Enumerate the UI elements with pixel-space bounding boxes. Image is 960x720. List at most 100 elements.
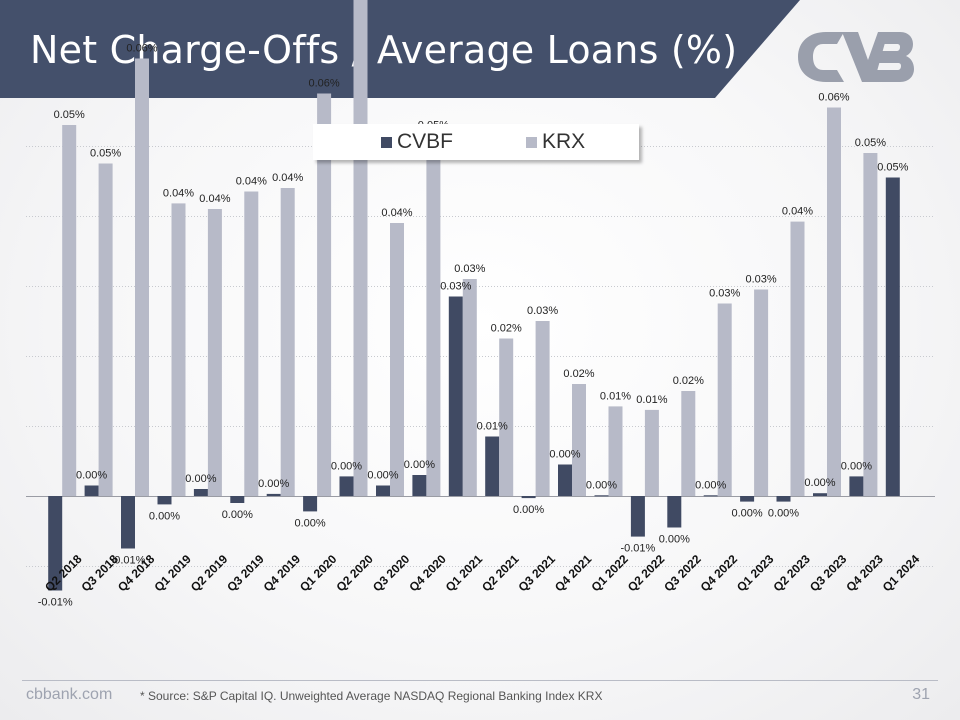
data-label-cvbf-q2-2018: -0.01% xyxy=(38,597,73,609)
x-tick-label-q1-2023: Q1 2023 xyxy=(734,552,777,595)
bar-cvbf-q1-2024 xyxy=(885,177,900,496)
x-tick-label-q1-2024: Q1 2024 xyxy=(880,552,923,595)
bar-cvbf-q3-2018 xyxy=(84,485,99,496)
x-tick-label-q1-2020: Q1 2020 xyxy=(297,552,340,595)
bar-cvbf-q4-2021 xyxy=(558,464,572,496)
bar-krx-q1-2020 xyxy=(317,93,332,496)
bar-cvbf-q1-2020 xyxy=(303,496,318,512)
data-label-krx-q1-2023: 0.03% xyxy=(745,274,776,286)
bar-cvbf-q4-2018 xyxy=(121,496,135,549)
bar-cvbf-q4-2022 xyxy=(703,495,718,497)
bar-cvbf-q3-2021 xyxy=(521,496,536,499)
x-tick-label-q3-2021: Q3 2021 xyxy=(516,552,559,595)
data-label-krx-q1-2022: 0.01% xyxy=(600,390,631,402)
data-label-cvbf-q3-2018: 0.00% xyxy=(76,470,107,482)
bar-cvbf-q1-2021 xyxy=(448,296,463,496)
data-label-cvbf-q4-2020: 0.00% xyxy=(404,459,435,471)
data-label-cvbf-q4-2022: 0.00% xyxy=(695,479,726,491)
x-tick-label-q3-2020: Q3 2020 xyxy=(370,552,413,595)
data-label-cvbf-q4-2019: 0.00% xyxy=(258,478,289,490)
page-number: 31 xyxy=(912,686,930,703)
bar-krx-q4-2019 xyxy=(280,188,295,496)
data-label-krx-q3-2022: 0.02% xyxy=(673,375,704,387)
bar-krx-q2-2022 xyxy=(644,409,659,496)
data-label-krx-q3-2021: 0.03% xyxy=(527,305,558,317)
bar-cvbf-q2-2018 xyxy=(48,496,63,591)
x-tick-label-q4-2021: Q4 2021 xyxy=(552,552,595,595)
data-label-cvbf-q3-2020: 0.00% xyxy=(367,470,398,482)
bar-cvbf-q1-2022 xyxy=(594,495,609,497)
bar-krx-q4-2023 xyxy=(863,153,878,496)
data-label-cvbf-q1-2024: 0.05% xyxy=(877,162,908,174)
bar-krx-q3-2020 xyxy=(390,223,404,496)
bar-cvbf-q2-2020 xyxy=(339,476,354,496)
x-tick-label-q4-2019: Q4 2019 xyxy=(261,552,304,595)
bar-krx-q3-2022 xyxy=(681,391,696,496)
bar-cvbf-q3-2022 xyxy=(667,496,682,528)
bar-krx-q1-2019 xyxy=(171,203,186,496)
bar-cvbf-q1-2019 xyxy=(157,496,172,505)
bar-krx-q1-2022 xyxy=(608,406,623,496)
bar-krx-q3-2019 xyxy=(244,191,259,496)
data-label-krx-q2-2018: 0.05% xyxy=(54,109,85,121)
bar-krx-q2-2021 xyxy=(499,338,514,496)
data-label-cvbf-q2-2020: 0.00% xyxy=(331,460,362,472)
bar-cvbf-q1-2023 xyxy=(740,496,755,502)
bar-krx-q2-2023 xyxy=(790,221,805,496)
data-label-cvbf-q2-2021: 0.01% xyxy=(477,421,508,433)
bar-cvbf-q2-2021 xyxy=(485,436,500,496)
x-tick-label-q2-2023: Q2 2023 xyxy=(770,552,813,595)
bar-cvbf-q2-2022 xyxy=(630,496,645,537)
data-label-cvbf-q1-2019: 0.00% xyxy=(149,510,180,522)
data-label-cvbf-q3-2023: 0.00% xyxy=(804,477,835,489)
bar-cvbf-q2-2023 xyxy=(776,496,791,502)
data-label-cvbf-q4-2018: -0.01% xyxy=(111,555,146,567)
data-label-krx-q3-2023: 0.06% xyxy=(818,92,849,104)
data-label-cvbf-q1-2021: 0.03% xyxy=(440,281,471,293)
legend-swatch-krx xyxy=(526,136,537,148)
data-label-krx-q3-2019: 0.04% xyxy=(236,176,267,188)
data-label-krx-q1-2020: 0.06% xyxy=(308,78,339,90)
x-tick-label-q3-2018: Q3 2018 xyxy=(79,552,122,595)
bar-krx-q4-2022 xyxy=(717,303,732,496)
data-label-krx-q1-2019: 0.04% xyxy=(163,187,194,199)
x-tick-label-q2-2019: Q2 2019 xyxy=(188,552,231,595)
data-label-cvbf-q2-2019: 0.00% xyxy=(185,473,216,485)
bar-krx-q1-2021 xyxy=(462,279,477,496)
legend-item-krx: KRX xyxy=(526,130,585,154)
bar-cvbf-q3-2019 xyxy=(230,496,245,503)
x-tick-label-q4-2023: Q4 2023 xyxy=(843,552,886,595)
x-tick-label-q3-2022: Q3 2022 xyxy=(661,552,704,595)
bar-krx-q2-2020 xyxy=(353,0,368,496)
data-label-krx-q4-2023: 0.05% xyxy=(855,137,886,149)
bar-krx-q3-2018 xyxy=(98,163,113,496)
bar-krx-q4-2020 xyxy=(426,135,441,496)
data-label-cvbf-q2-2023: 0.00% xyxy=(768,508,799,520)
bar-cvbf-q3-2020 xyxy=(376,485,390,496)
x-tick-label-q2-2022: Q2 2022 xyxy=(625,552,668,595)
data-label-cvbf-q4-2023: 0.00% xyxy=(841,460,872,472)
data-label-cvbf-q3-2021: 0.00% xyxy=(513,504,544,516)
x-tick-label-q3-2019: Q3 2019 xyxy=(224,552,267,595)
chart-legend: CVBF KRX xyxy=(313,124,639,160)
chart-data-labels: -0.01% 0.05% 0.00% 0.05% -0.01% 0.06% 0.00% 0.0… xyxy=(38,43,909,609)
bar-krx-q2-2018 xyxy=(62,125,77,496)
data-label-krx-q2-2022: 0.01% xyxy=(636,394,667,406)
data-label-krx-q2-2023: 0.04% xyxy=(782,206,813,218)
data-label-cvbf-q2-2022: -0.01% xyxy=(620,543,655,555)
bar-cvbf-q4-2023 xyxy=(849,476,864,496)
legend-label-krx: KRX xyxy=(542,130,586,153)
data-label-cvbf-q1-2020: 0.00% xyxy=(294,517,325,529)
data-label-krx-q4-2021: 0.02% xyxy=(563,368,594,380)
bar-krx-q3-2023 xyxy=(827,107,841,496)
data-label-cvbf-q3-2019: 0.00% xyxy=(222,509,253,521)
footer-site-name: cbbank.com xyxy=(26,686,113,703)
legend-label-cvbf: CVBF xyxy=(397,130,454,153)
x-tick-label-q1-2019: Q1 2019 xyxy=(151,552,194,595)
chart-bars xyxy=(48,0,900,591)
bar-cvbf-q3-2023 xyxy=(813,493,827,496)
data-label-krx-q2-2021: 0.02% xyxy=(491,323,522,335)
data-label-krx-q2-2019: 0.04% xyxy=(199,193,230,205)
